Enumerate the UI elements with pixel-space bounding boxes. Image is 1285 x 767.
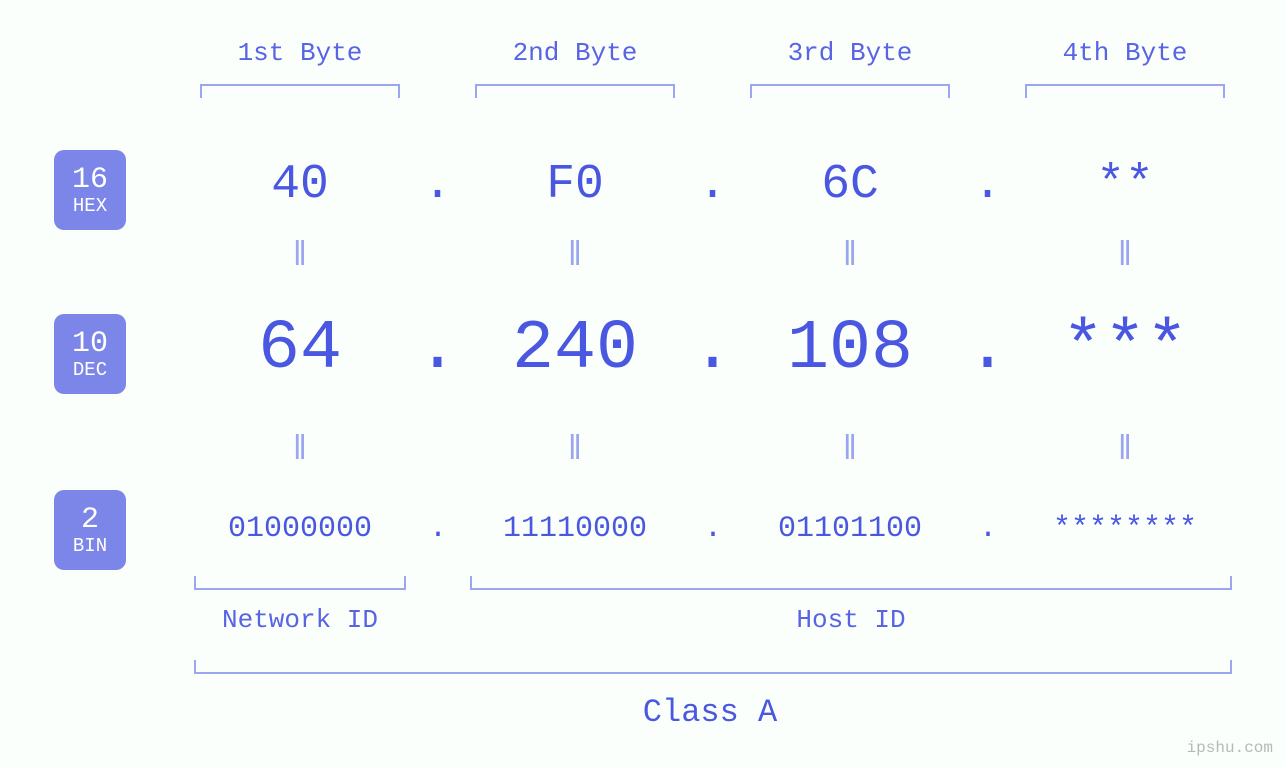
base-label-dec: DEC bbox=[73, 361, 107, 380]
bin-byte-3: 01101100 bbox=[720, 512, 980, 546]
hex-byte-1: 40 bbox=[190, 158, 410, 212]
hex-byte-3: 6C bbox=[740, 158, 960, 212]
dec-byte-2: 240 bbox=[465, 310, 685, 389]
base-num-bin: 2 bbox=[81, 505, 99, 535]
bracket-network-id bbox=[194, 576, 406, 590]
bracket-class bbox=[194, 660, 1232, 674]
label-class: Class A bbox=[200, 694, 1220, 731]
byte-bracket-top-2 bbox=[475, 84, 675, 98]
eq-2-4: ǁ bbox=[1015, 432, 1235, 470]
dec-dot-2: . bbox=[685, 310, 740, 389]
hex-dot-2: . bbox=[685, 158, 740, 212]
eq-1-2: ǁ bbox=[465, 238, 685, 276]
eq-2-2: ǁ bbox=[465, 432, 685, 470]
base-num-hex: 16 bbox=[72, 165, 108, 195]
eq-1-1: ǁ bbox=[190, 238, 410, 276]
base-badge-hex: 16 HEX bbox=[54, 150, 126, 230]
eq-2-3: ǁ bbox=[740, 432, 960, 470]
byte-bracket-top-1 bbox=[200, 84, 400, 98]
base-label-hex: HEX bbox=[73, 197, 107, 216]
eq-1-4: ǁ bbox=[1015, 238, 1235, 276]
base-label-bin: BIN bbox=[73, 537, 107, 556]
byte-header-3: 3rd Byte bbox=[740, 38, 960, 68]
bin-byte-4: ******** bbox=[995, 512, 1255, 546]
byte-bracket-top-4 bbox=[1025, 84, 1225, 98]
bracket-host-id bbox=[470, 576, 1232, 590]
hex-dot-1: . bbox=[410, 158, 465, 212]
byte-header-1: 1st Byte bbox=[190, 38, 410, 68]
base-num-dec: 10 bbox=[72, 329, 108, 359]
hex-byte-4: ** bbox=[1015, 158, 1235, 212]
bin-byte-1: 01000000 bbox=[170, 512, 430, 546]
dec-byte-1: 64 bbox=[190, 310, 410, 389]
byte-header-4: 4th Byte bbox=[1015, 38, 1235, 68]
label-host-id: Host ID bbox=[470, 605, 1232, 635]
byte-header-2: 2nd Byte bbox=[465, 38, 685, 68]
hex-dot-3: . bbox=[960, 158, 1015, 212]
dec-dot-3: . bbox=[960, 310, 1015, 389]
watermark: ipshu.com bbox=[1187, 739, 1273, 757]
label-network-id: Network ID bbox=[190, 605, 410, 635]
hex-byte-2: F0 bbox=[465, 158, 685, 212]
dec-byte-4: *** bbox=[1015, 310, 1235, 389]
dec-dot-1: . bbox=[410, 310, 465, 389]
eq-1-3: ǁ bbox=[740, 238, 960, 276]
eq-2-1: ǁ bbox=[190, 432, 410, 470]
dec-byte-3: 108 bbox=[740, 310, 960, 389]
base-badge-dec: 10 DEC bbox=[54, 314, 126, 394]
byte-bracket-top-3 bbox=[750, 84, 950, 98]
ip-diagram: 1st Byte 2nd Byte 3rd Byte 4th Byte 16 H… bbox=[0, 0, 1285, 767]
base-badge-bin: 2 BIN bbox=[54, 490, 126, 570]
bin-byte-2: 11110000 bbox=[445, 512, 705, 546]
